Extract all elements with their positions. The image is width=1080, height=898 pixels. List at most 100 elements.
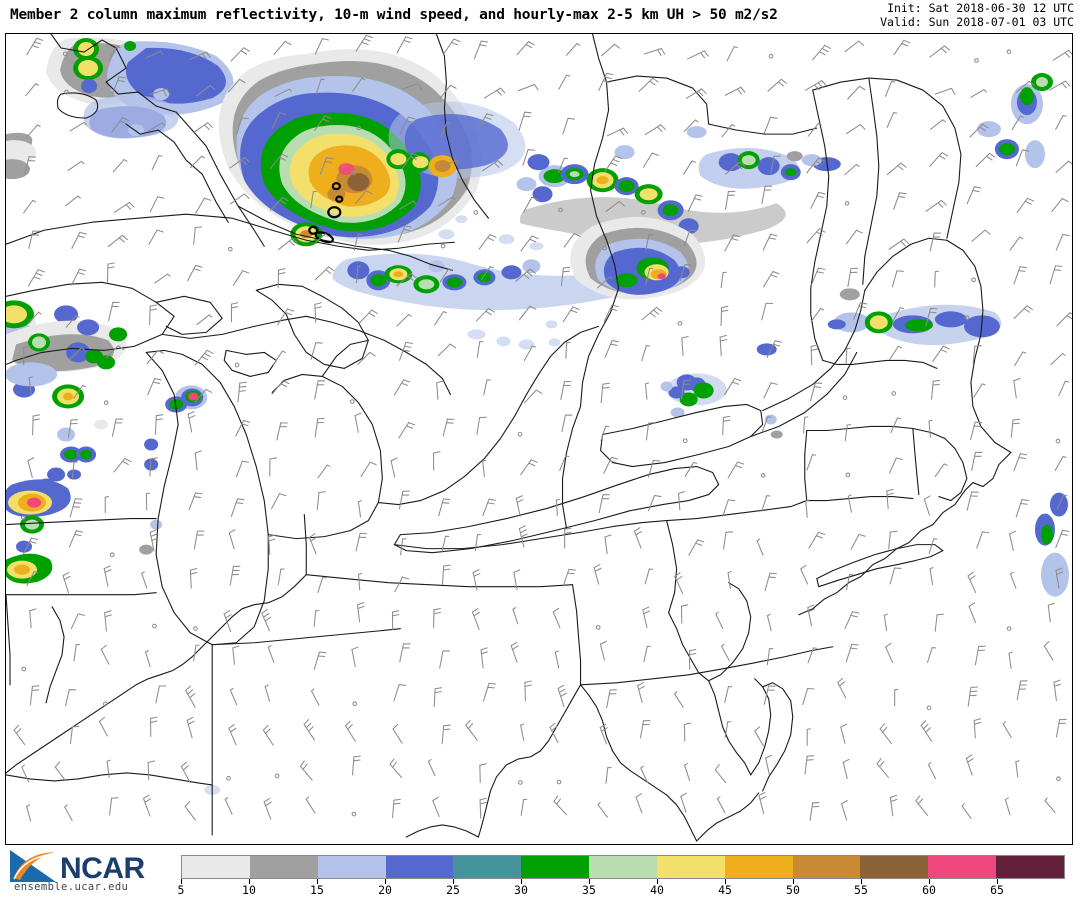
wind-barb-calm [352,701,358,707]
colorbar-tick-label: 55 [854,883,868,897]
wind-barb [889,345,902,360]
colorbar-tick-label: 30 [514,883,528,897]
wind-barb [770,155,782,174]
wind-barb [193,530,205,550]
wind-barb [228,724,237,746]
wind-barb [1049,80,1071,91]
wind-barb [807,122,822,137]
wind-barb [766,613,772,632]
wind-barb [558,74,571,90]
wind-barb [355,532,368,552]
wind-barb [1013,305,1033,320]
refl-cluster-superior [6,319,128,442]
wind-barb [439,650,450,669]
wind-barb [229,193,250,205]
wind-barb [925,307,938,327]
wind-barb-calm [227,246,233,252]
wind-barb [145,50,163,59]
refl-cluster-stlawrence [332,253,639,311]
wind-barb [482,498,496,517]
wind-barb [889,794,898,817]
wind-barb-calm [234,362,240,368]
wind-barb [232,645,240,665]
wind-barb [680,792,687,813]
wind-barb [725,190,736,210]
wind-barb [845,124,866,135]
colorbar-swatch-40 [656,856,725,878]
wind-barb [224,797,233,815]
colorbar[interactable]: 5 10 15 20 25 30 35 40 45 50 55 60 65 [177,855,1065,897]
wind-barb [518,525,528,548]
colorbar-tick-mark [588,879,590,884]
wind-barb [71,268,87,286]
wind-barb [268,534,276,556]
wind-barb [277,568,285,586]
wind-barb [923,495,931,516]
wind-barb [271,380,290,395]
wind-barb [194,349,214,366]
wind-barb [267,645,275,664]
wind-barb [147,760,156,781]
wind-barb [807,647,818,664]
refl-cluster-illinois [6,446,154,584]
wind-barb [68,530,84,548]
wind-barb [314,266,335,281]
wind-barb [482,459,487,478]
wind-barb [563,233,581,248]
wind-barb [810,344,819,366]
wind-barb [23,345,31,366]
wind-barb [113,201,135,213]
colorbar-swatch-20 [385,856,454,878]
wind-barb [389,758,403,778]
wind-barb [1015,760,1020,778]
wind-barb [1015,499,1029,518]
wind-barb [236,117,249,135]
wind-barb [73,385,87,399]
colorbar-tick-label: 20 [378,883,392,897]
wind-barb [841,800,848,821]
wind-barb [1044,797,1056,813]
wind-barb [358,572,363,591]
wind-barb [761,302,774,321]
wind-barb [483,379,491,396]
wind-barb [847,85,866,100]
wind-barb [69,347,85,360]
wind-barb-calm [640,209,646,215]
wind-barb [1055,529,1070,549]
wind-barb [149,196,165,213]
wind-barb [1008,651,1013,670]
forecast-map-panel[interactable] [5,33,1073,845]
wind-barb-calm [351,170,357,176]
wind-barb-calm [1056,776,1061,782]
wind-barb-calm [677,321,683,326]
wind-barb [929,45,951,58]
wind-barb [143,794,151,817]
wind-barb [105,345,125,359]
wind-barb [647,494,662,512]
wind-barb [689,648,697,670]
colorbar-swatches[interactable] [181,855,1065,879]
wind-barb [154,273,171,284]
wind-barb [27,457,35,478]
wind-barb [891,270,904,288]
wind-barb [763,382,778,399]
wind-barb [763,116,778,134]
wind-barb [886,488,894,510]
wind-barb [845,574,854,591]
wind-barb [1015,80,1035,93]
wind-barb [931,379,941,400]
wind-barb [885,642,894,664]
wind-barb-calm [845,472,851,478]
wind-barb [720,271,727,289]
wind-barb [230,47,250,62]
wind-barb [562,568,576,587]
wind-barb [21,764,30,783]
wind-barb [269,153,289,170]
wind-barb [228,529,236,550]
wind-barb [400,538,407,556]
wind-barb [357,500,363,518]
wind-barb [515,495,524,517]
colorbar-tick-label: 5 [177,883,185,897]
wind-barb [928,419,933,438]
wind-barb [812,44,831,61]
